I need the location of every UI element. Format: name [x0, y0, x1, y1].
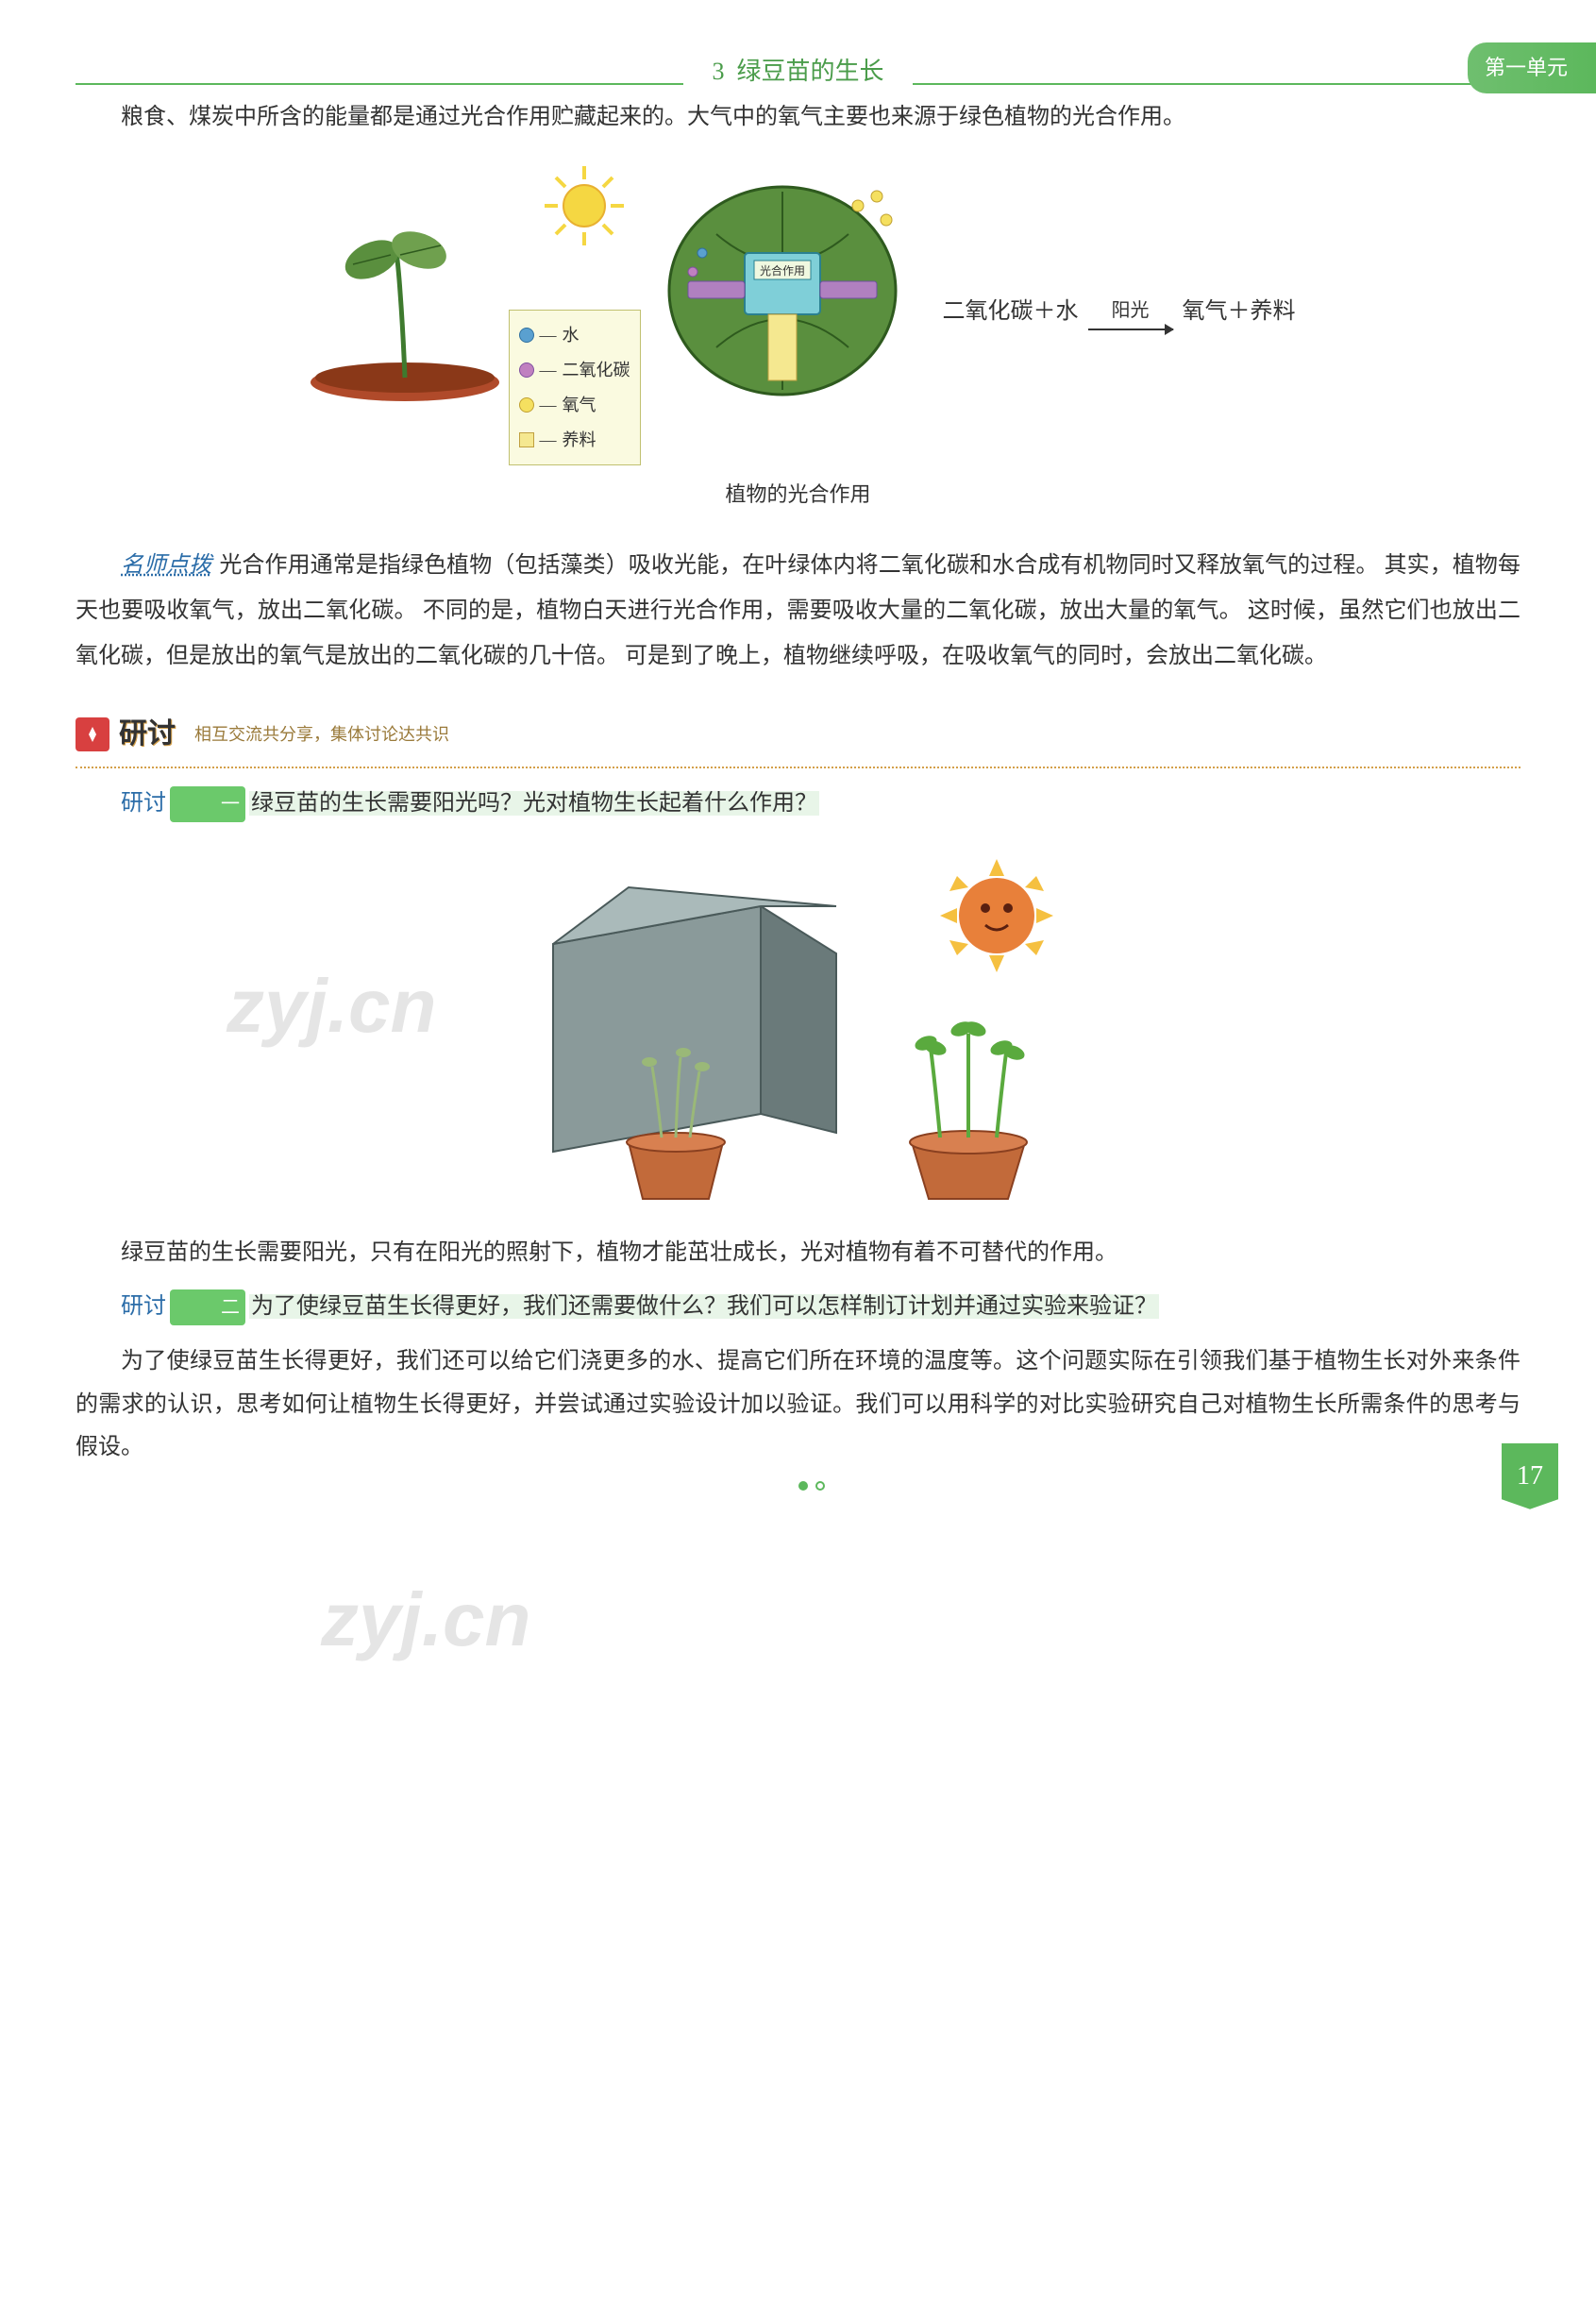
page-header: 3 绿豆苗的生长 第一单元	[76, 38, 1520, 85]
chapter-num: 3	[712, 58, 724, 85]
leaf-machine-illustration: 光合作用	[650, 159, 915, 423]
sun-icon	[537, 159, 631, 253]
machine-label: 光合作用	[759, 263, 804, 278]
discussion-2-question-text: 为了使绿豆苗生长得更好，我们还需要做什么？我们可以怎样制订计划并通过实验来验证？	[249, 1294, 1159, 1319]
discussion-title: 研讨	[119, 707, 176, 761]
diagram-caption: 植物的光合作用	[76, 475, 1520, 514]
pot-experiment-illustration	[76, 850, 1520, 1208]
discussion-section-header: 研讨 相互交流共分享，集体讨论达共识	[76, 707, 1520, 768]
discuss-num-2: 二	[170, 1289, 245, 1325]
discussion-1-answer: 绿豆苗的生长需要阳光，只有在阳光的照射下，植物才能茁壮成长，光对植物有着不可替代…	[76, 1232, 1520, 1275]
teacher-tip-paragraph: 名师点拨光合作用通常是指绿色植物（包括藻类）吸收光能，在叶绿体内将二氧化碳和水合…	[76, 543, 1520, 679]
footer-dot-icon	[798, 1481, 808, 1491]
page-number: 17	[1502, 1443, 1558, 1509]
photosynthesis-diagram: 光合作用 —水 —二氧化碳 —氧气 —养料 二氧化碳＋水 阳光	[76, 159, 1520, 466]
discuss-label-1: 研讨	[121, 791, 166, 816]
teacher-tip-label: 名师点拨	[121, 553, 211, 578]
discussion-1-question-text: 绿豆苗的生长需要阳光吗？光对植物生长起着什么作用？	[249, 791, 819, 816]
arrow-icon	[1088, 329, 1173, 330]
equation-left: 二氧化碳＋水	[943, 291, 1079, 334]
chapter-text: 绿豆苗的生长	[736, 58, 883, 85]
teacher-tip-body: 光合作用通常是指绿色植物（包括藻类）吸收光能，在叶绿体内将二氧化碳和水合成有机物…	[76, 553, 1520, 668]
discussion-subtitle: 相互交流共分享，集体讨论达共识	[194, 718, 449, 750]
unit-badge: 第一单元	[1468, 42, 1596, 93]
discussion-icon	[76, 717, 109, 751]
discuss-num-1: 一	[170, 786, 245, 822]
discussion-2-answer: 为了使绿豆苗生长得更好，我们还可以给它们浇更多的水、提高它们所在环境的温度等。这…	[76, 1340, 1520, 1470]
discussion-2-question: 研讨二为了使绿豆苗生长得更好，我们还需要做什么？我们可以怎样制订计划并通过实验来…	[76, 1286, 1520, 1329]
footer-circle-icon	[815, 1481, 825, 1491]
watermark: zyj.cn	[321, 1548, 530, 1692]
arrow-label-text: 阳光	[1112, 293, 1150, 329]
discuss-label-2: 研讨	[121, 1294, 166, 1319]
intro-paragraph: 粮食、煤炭中所含的能量都是通过光合作用贮藏起来的。大气中的氧气主要也来源于绿色植…	[76, 96, 1520, 140]
diagram-legend: —水 —二氧化碳 —氧气 —养料	[509, 310, 641, 466]
equation-right: 氧气＋养料	[1183, 291, 1296, 334]
chapter-title: 3 绿豆苗的生长	[683, 48, 912, 94]
seedling-illustration	[301, 217, 509, 406]
photosynthesis-equation: 二氧化碳＋水 阳光 氧气＋养料	[943, 291, 1296, 334]
discussion-1-question: 研讨一绿豆苗的生长需要阳光吗？光对植物生长起着什么作用？	[76, 783, 1520, 826]
